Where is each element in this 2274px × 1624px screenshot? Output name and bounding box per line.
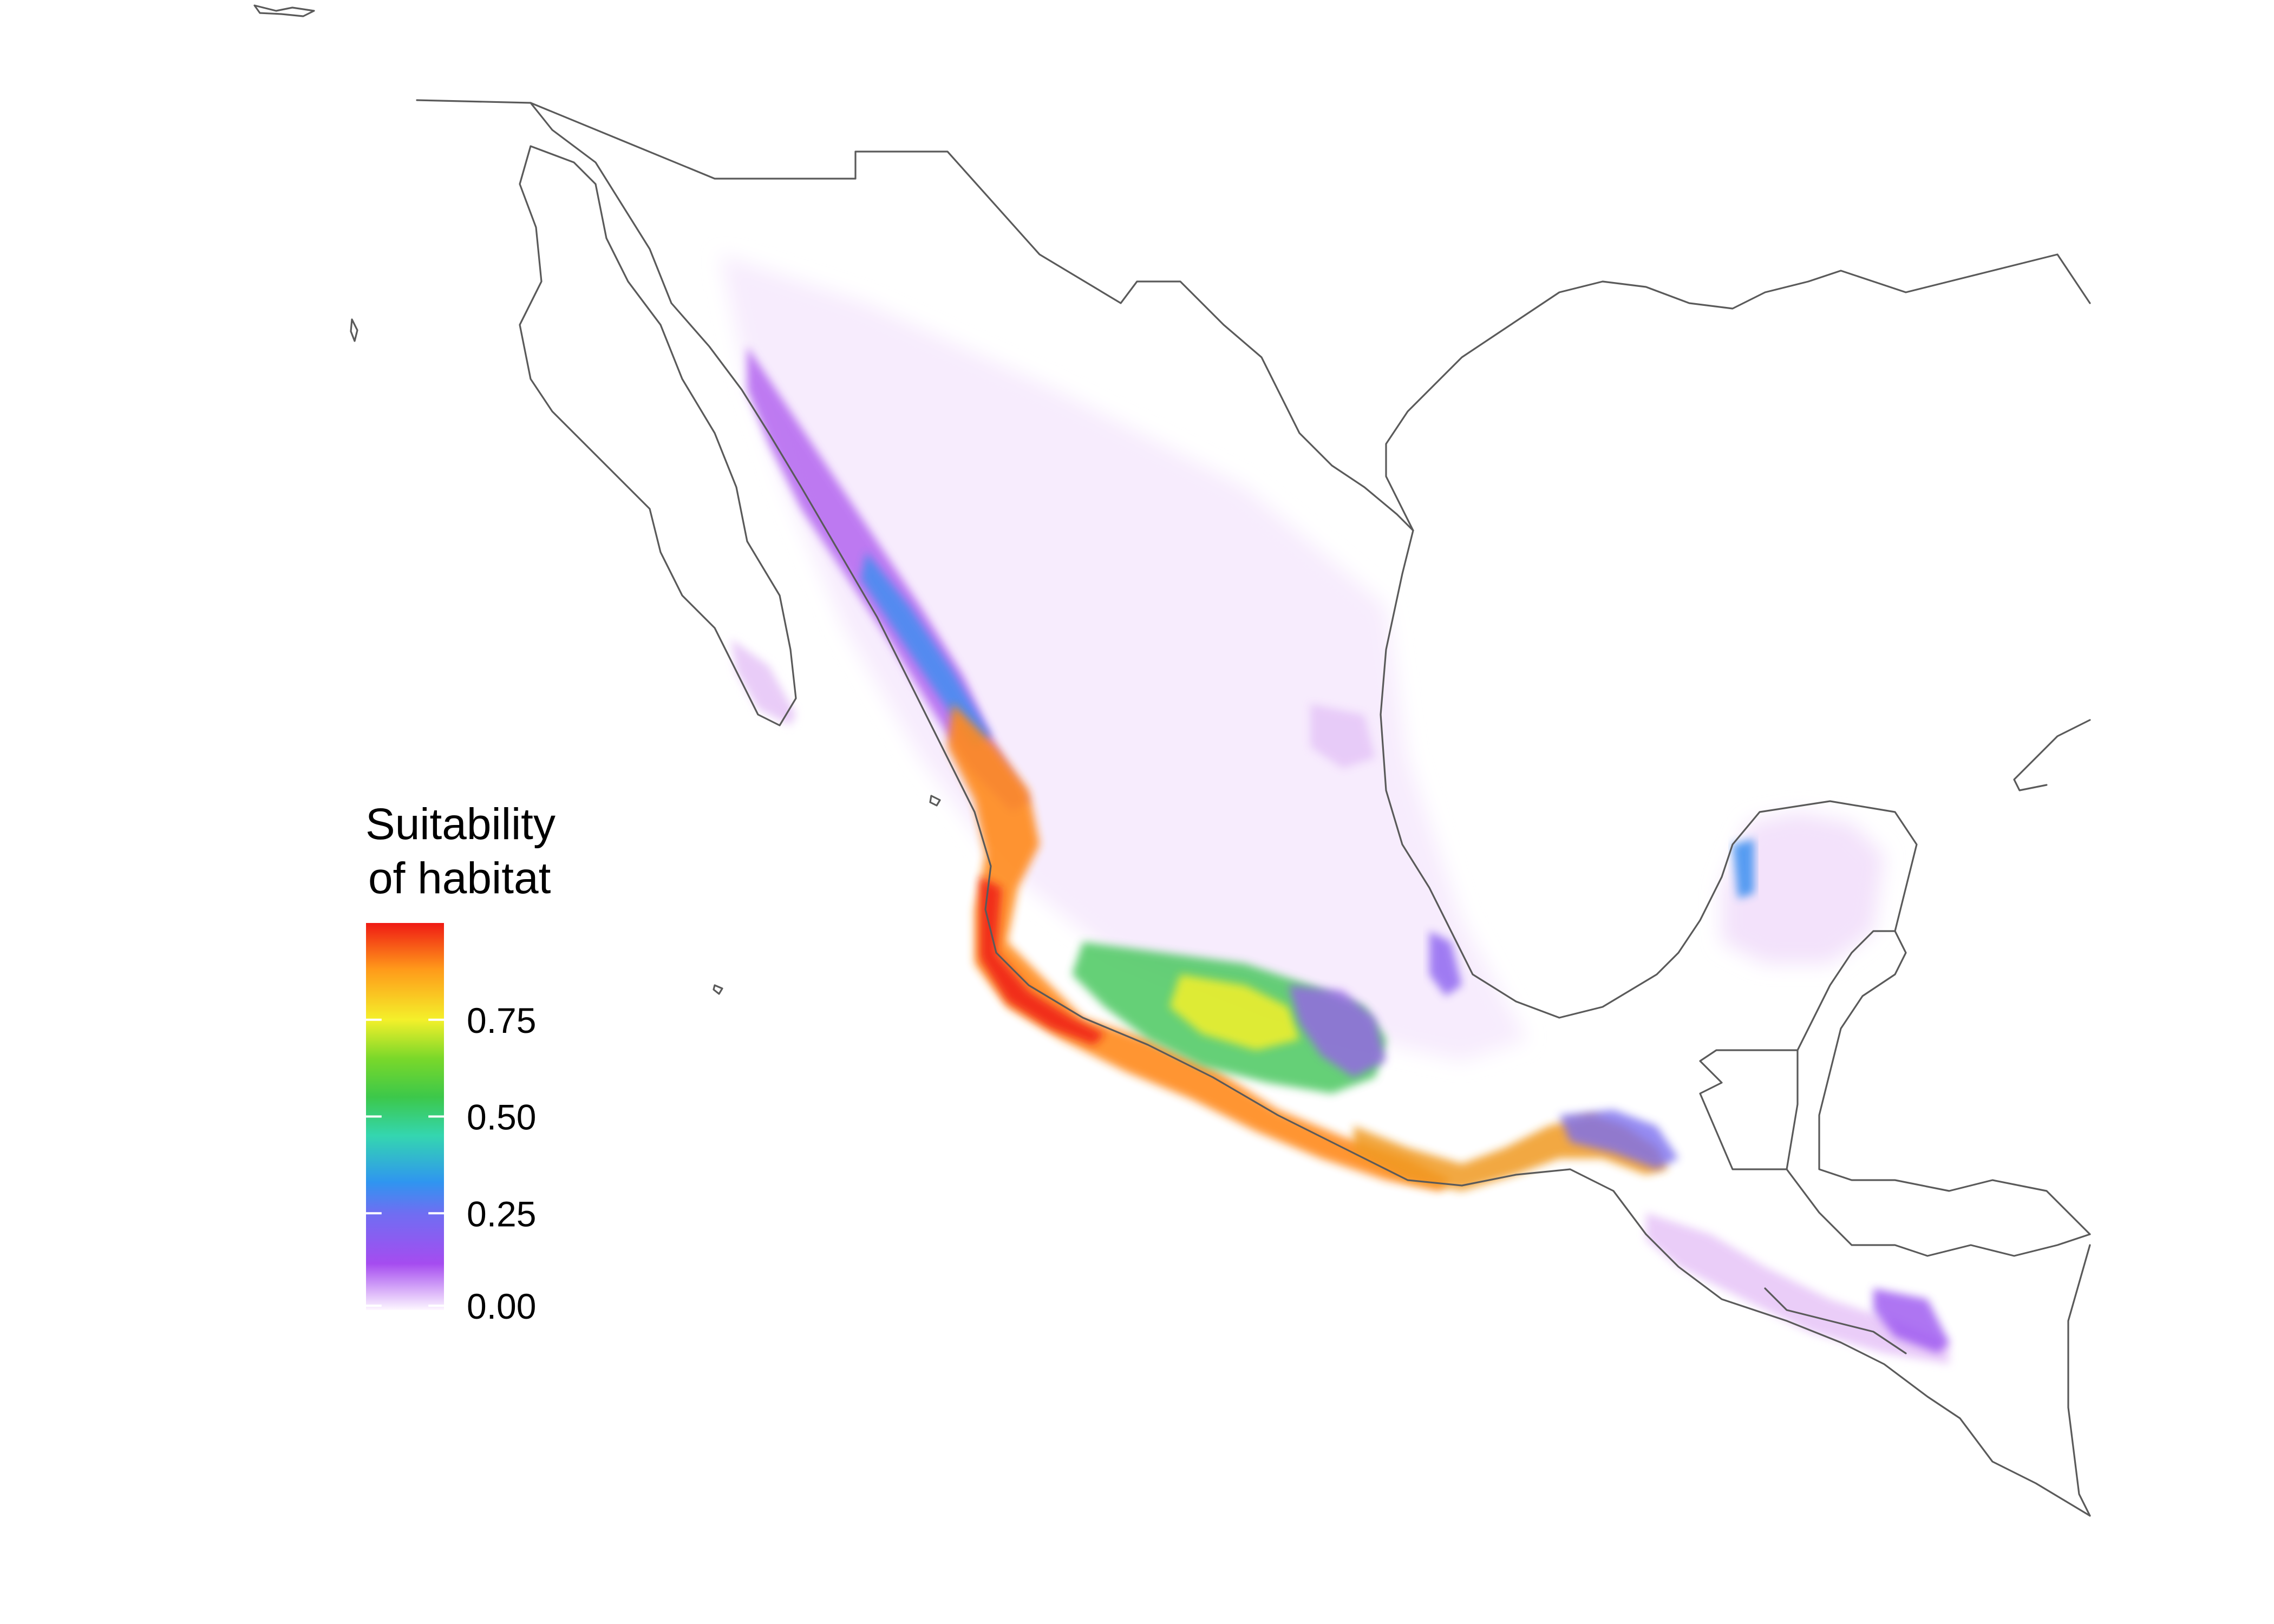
country-outlines	[253, 4, 2091, 1517]
raster-central-america	[1646, 1213, 1949, 1364]
color-legend: Suitability of habitat 0.00 0.25 0.50 0.75	[365, 800, 556, 1326]
honduras-border	[1786, 1168, 2091, 1257]
el-salvador-border	[1764, 1287, 1907, 1354]
central-america-pacific	[1645, 1233, 2091, 1517]
raster-low-baja	[731, 639, 796, 725]
us-mexico-border	[416, 99, 1414, 532]
raster-occidental-blue	[861, 552, 991, 747]
mexico-gulf-coast	[1380, 529, 1918, 1019]
mexico-pacific-coast	[530, 102, 1647, 1235]
raster-yucatan	[1722, 812, 1884, 964]
raster-low-interior	[720, 254, 1527, 1061]
legend-tick-label: 0.00	[467, 1286, 536, 1326]
raster-balsas-yellow	[1169, 974, 1299, 1050]
island-guadalupe	[350, 318, 358, 342]
legend-tick-label: 0.50	[467, 1097, 536, 1137]
legend-title-line1: Suitability	[365, 800, 556, 849]
raster-pacific-coast-high	[948, 704, 1451, 1191]
raster-interior-patch	[1310, 704, 1375, 769]
island-socorro	[929, 795, 941, 807]
raster-gulf-patch	[1429, 931, 1462, 996]
belize-guatemala-border	[1699, 1049, 1799, 1170]
raster-balsas-purple	[1289, 985, 1386, 1077]
florida-west-coast	[2013, 719, 2091, 791]
raster-yucatan-blue	[1733, 839, 1754, 899]
legend-tick-label: 0.25	[467, 1194, 536, 1234]
island-clarion	[713, 984, 723, 995]
baja-california	[519, 145, 797, 726]
usa-gulf-coast	[1385, 253, 2091, 532]
central-america-caribbean	[1796, 930, 2091, 1235]
suitability-raster	[720, 254, 1949, 1364]
legend-title-line2: of habitat	[368, 854, 551, 903]
raster-honduras-purple	[1873, 1288, 1949, 1353]
raster-coast-red	[980, 877, 1105, 1045]
raster-chiapas-purple	[1559, 1110, 1678, 1169]
legend-ticks: 0.00 0.25 0.50 0.75	[366, 1000, 536, 1326]
nicaragua-coast	[2067, 1244, 2091, 1517]
legend-tick-label: 0.75	[467, 1000, 536, 1040]
island-california	[253, 4, 315, 17]
